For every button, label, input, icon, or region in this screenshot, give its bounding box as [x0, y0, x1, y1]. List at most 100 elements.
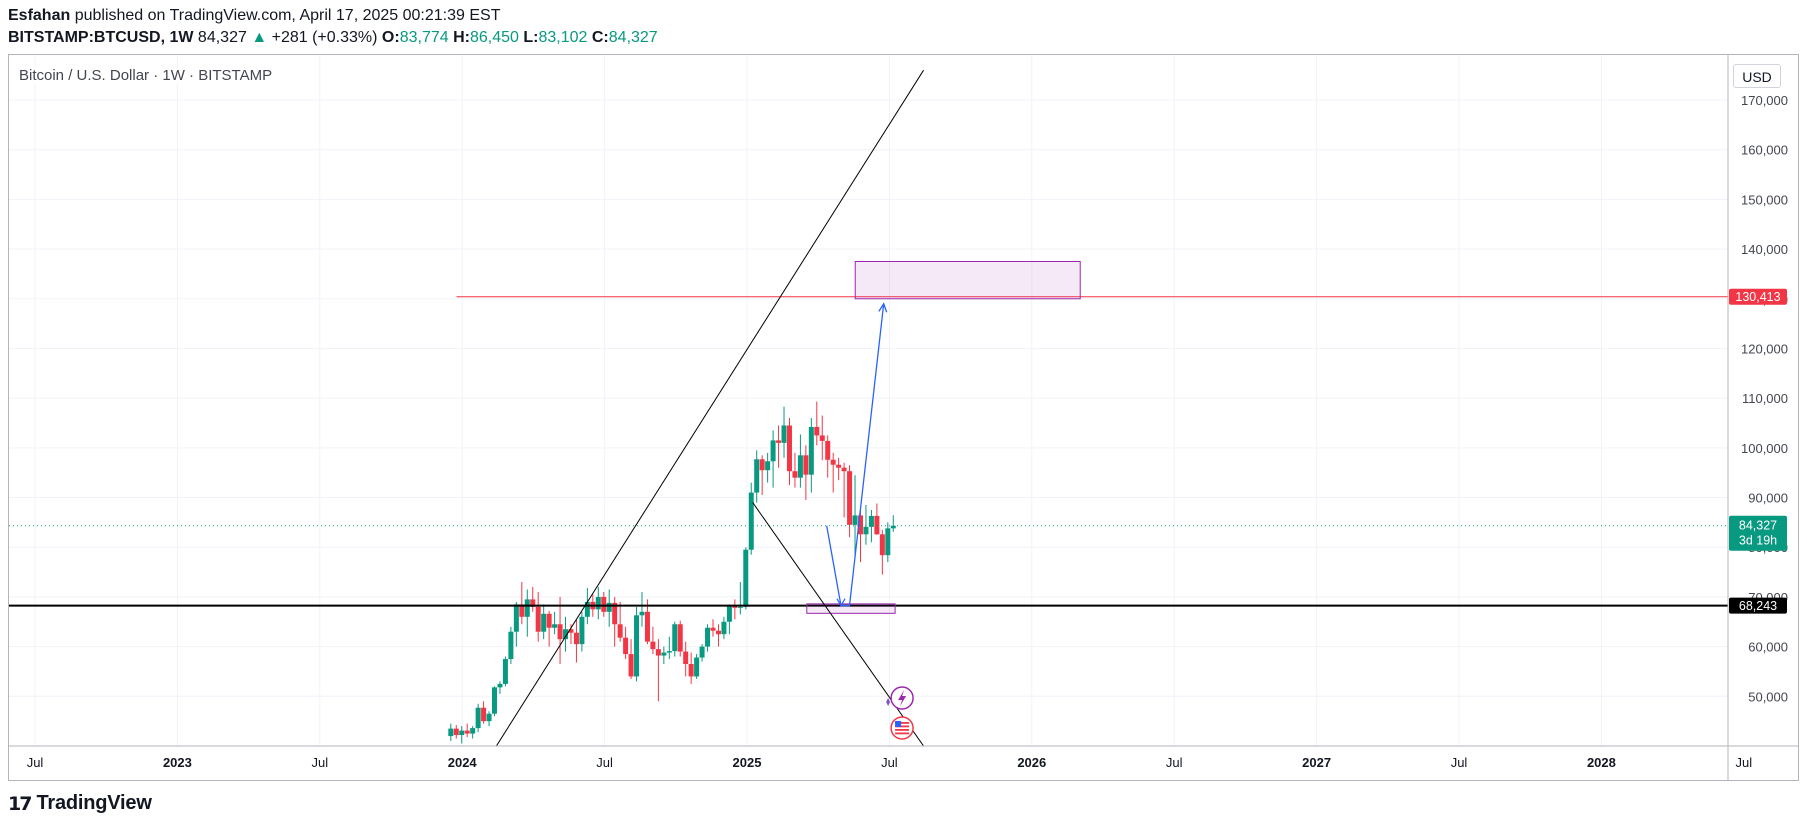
candle-body — [770, 440, 776, 462]
candle-body — [737, 606, 743, 608]
candle — [754, 450, 760, 503]
candle-body — [552, 624, 558, 628]
candle — [819, 415, 825, 461]
candle — [688, 652, 694, 684]
falling-trendline — [752, 502, 924, 746]
candle-body — [776, 440, 782, 443]
candle — [874, 503, 880, 535]
candle-body — [519, 604, 525, 617]
change-arrow-icon: ▲ — [251, 29, 268, 46]
lightning-glyph — [898, 690, 907, 706]
candle-body — [623, 637, 629, 655]
candle-body — [857, 515, 863, 535]
candle — [563, 616, 569, 652]
price-tick-label: 150,000 — [1741, 192, 1788, 207]
candle — [464, 723, 470, 738]
candle — [726, 604, 732, 635]
candle-body — [617, 624, 623, 638]
candle-body — [885, 528, 891, 556]
support-price-label: 68,243 — [1729, 597, 1787, 614]
candle — [879, 529, 885, 575]
candle — [508, 626, 514, 665]
candle-body — [754, 459, 760, 493]
time-tick-label: Jul — [1166, 755, 1183, 770]
candle-body — [459, 730, 465, 736]
price-tick-label: 50,000 — [1748, 689, 1788, 704]
candle — [519, 582, 525, 625]
target-zone — [854, 261, 1081, 300]
candle-body — [868, 515, 874, 527]
high-value: 86,450 — [469, 29, 519, 46]
price-tick-label: 160,000 — [1741, 143, 1788, 158]
candle — [606, 589, 612, 627]
candle-body — [595, 596, 601, 610]
currency-button[interactable]: USD — [1733, 64, 1781, 88]
flag-event-circle — [890, 716, 914, 740]
candle-body — [699, 646, 705, 658]
candle — [721, 616, 727, 640]
candle — [825, 435, 831, 478]
candlestick-series — [448, 401, 896, 744]
time-tick-label: Jul — [27, 755, 44, 770]
projection-arrow-icon — [878, 302, 888, 313]
candle — [710, 619, 716, 637]
candle — [852, 475, 858, 558]
candle — [814, 401, 820, 446]
flag-stripe — [895, 732, 910, 735]
candle-body — [655, 649, 661, 656]
time-tick-label: Jul — [311, 755, 328, 770]
published-text: published on TradingView.com, April 17, … — [70, 7, 501, 24]
price-tick-label: 100,000 — [1741, 441, 1788, 456]
candle — [481, 701, 487, 724]
candle — [847, 465, 853, 538]
chart-drawings — [9, 69, 1728, 746]
lightning-event-icon — [886, 686, 914, 710]
candle — [639, 591, 645, 627]
chart-title: Bitcoin / U.S. Dollar · 1W · BITSTAMP — [19, 67, 273, 84]
candle — [672, 621, 678, 657]
candle-body — [803, 455, 809, 475]
support-price-label-text: 68,243 — [1739, 599, 1777, 613]
candle-body — [639, 611, 645, 616]
candle-body — [792, 471, 798, 478]
candle-body — [453, 728, 459, 736]
candle — [868, 509, 874, 543]
candle-body — [830, 459, 836, 465]
time-axis: Jul 2023 Jul 2024 Jul 2025 Jul 2026 Jul 2027 Jul 20… — [8, 745, 1799, 770]
candle — [601, 591, 607, 617]
candle-body — [748, 492, 754, 550]
chart-frame[interactable] — [8, 54, 1799, 781]
candle-body — [481, 707, 487, 722]
tradingview-logo[interactable]: 17 TradingView — [8, 792, 152, 815]
candle-body — [563, 629, 569, 640]
tradingview-logo-icon: 17 — [8, 792, 32, 815]
candle-body — [841, 467, 847, 472]
projection-path — [826, 303, 885, 607]
candle — [765, 452, 771, 483]
candle-body — [573, 632, 579, 645]
candle-body — [715, 630, 721, 635]
price-tick-label: 90,000 — [1748, 491, 1788, 506]
candle — [836, 457, 842, 481]
time-tick-label: 2028 — [1587, 755, 1616, 770]
resistance-price-label: 130,413 — [1729, 288, 1787, 305]
candle — [830, 452, 836, 493]
candle — [694, 654, 700, 679]
candle-body — [721, 621, 727, 635]
time-tick-label: Jul — [596, 755, 613, 770]
author-name[interactable]: Esfahan — [8, 7, 71, 24]
candle-body — [786, 425, 792, 472]
publish-info: Esfahan published on TradingView.com, Ap… — [8, 7, 500, 25]
candle — [655, 639, 661, 702]
candle — [732, 599, 738, 620]
candle — [497, 681, 503, 694]
candle — [513, 601, 519, 647]
candle — [628, 639, 634, 679]
candle-body — [650, 641, 656, 650]
candle — [573, 619, 579, 663]
candle-body — [825, 440, 831, 460]
candle — [502, 656, 508, 687]
candle — [448, 723, 454, 742]
time-tick-label: 2027 — [1302, 755, 1331, 770]
